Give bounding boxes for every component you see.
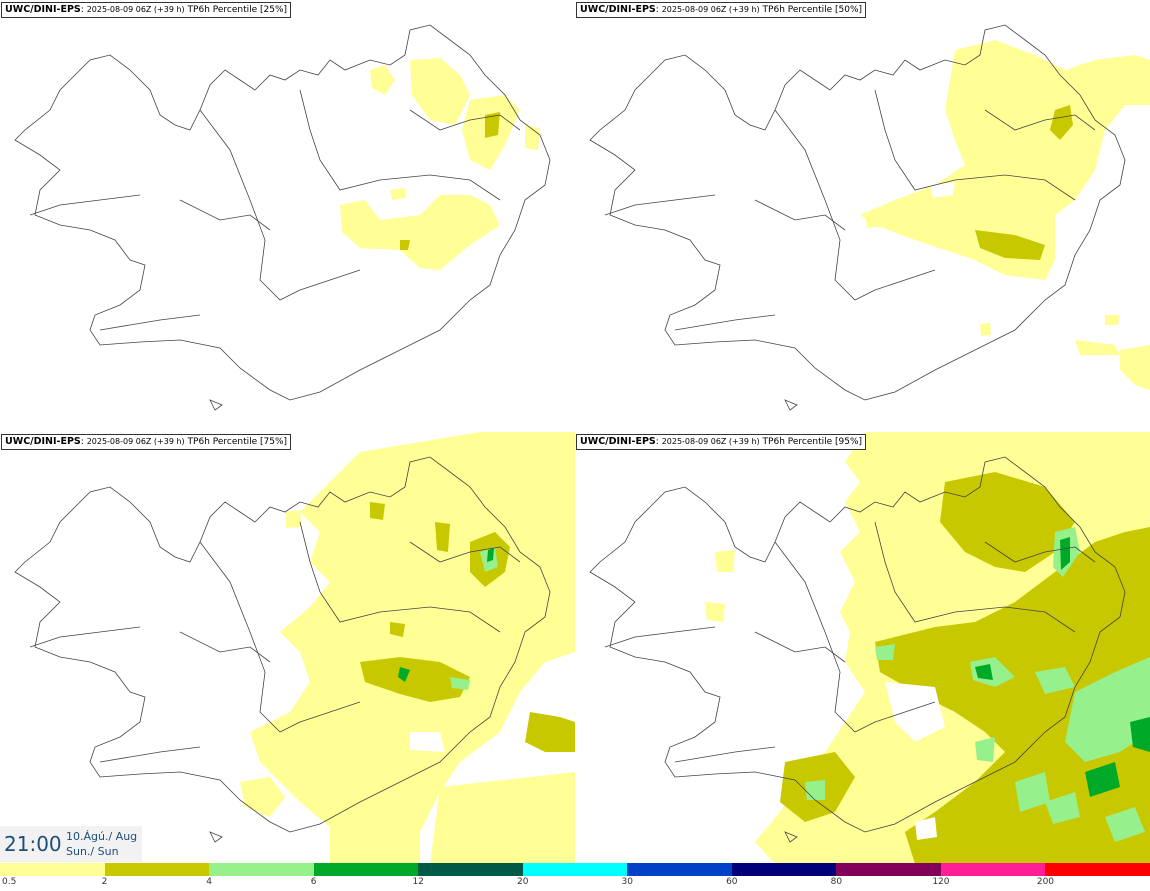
legend-tick: 30 <box>621 877 633 887</box>
legend-swatch <box>0 863 105 876</box>
run-time: 2025-08-09 06Z (+39 h) <box>86 437 185 446</box>
legend-tick: 0.5 <box>2 877 17 887</box>
model-name: UWC/DINI-EPS <box>5 436 81 447</box>
legend-tick: 2 <box>101 877 108 887</box>
legend-tick: 200 <box>1036 877 1055 887</box>
legend-swatch <box>209 863 314 876</box>
legend-swatch <box>104 863 210 876</box>
precip-map-p25 <box>14 24 551 411</box>
legend-tick: 4 <box>206 877 212 887</box>
map-panel-p95: UWC/DINI-EPS: 2025-08-09 06Z (+39 h) TP6… <box>575 432 1150 864</box>
run-time: 2025-08-09 06Z (+39 h) <box>86 5 185 14</box>
field-label: TP6h Percentile [75%] <box>187 437 288 447</box>
precip-map-p50 <box>589 24 1150 411</box>
field-label: TP6h Percentile [25%] <box>187 5 288 15</box>
map-panel-p50: UWC/DINI-EPS: 2025-08-09 06Z (+39 h) TP6… <box>575 0 1150 432</box>
precip-map-p95 <box>589 432 1150 864</box>
legend-swatch <box>313 863 419 876</box>
valid-date: 10.Ágú./ Aug <box>66 830 138 843</box>
run-time: 2025-08-09 06Z (+39 h) <box>661 5 760 14</box>
panel-title-p75: UWC/DINI-EPS: 2025-08-09 06Z (+39 h) TP6… <box>1 434 292 450</box>
map-panel-p25: UWC/DINI-EPS: 2025-08-09 06Z (+39 h) TP6… <box>0 0 575 432</box>
map-panel-p75: UWC/DINI-EPS: 2025-08-09 06Z (+39 h) TP6… <box>0 432 575 864</box>
panel-title-p95: UWC/DINI-EPS: 2025-08-09 06Z (+39 h) TP6… <box>576 434 867 450</box>
legend-swatch <box>1045 863 1150 876</box>
legend-tick: 120 <box>932 877 950 887</box>
field-label: TP6h Percentile [95%] <box>762 437 863 447</box>
legend-swatch <box>627 863 732 876</box>
model-name: UWC/DINI-EPS <box>580 436 656 447</box>
model-name: UWC/DINI-EPS <box>5 4 81 15</box>
run-time: 2025-08-09 06Z (+39 h) <box>661 437 760 446</box>
valid-time: 21:00 <box>4 832 62 856</box>
legend-tick: 12 <box>412 877 424 887</box>
color-legend-bar <box>0 863 1150 876</box>
valid-day: Sun./ Sun <box>66 845 119 858</box>
legend-swatch <box>418 863 523 876</box>
precip-map-p75 <box>14 432 575 864</box>
legend-swatch <box>836 863 941 876</box>
panel-title-p25: UWC/DINI-EPS: 2025-08-09 06Z (+39 h) TP6… <box>1 2 292 18</box>
legend-swatch <box>731 863 837 876</box>
valid-time-box: 21:00 10.Ágú./ Aug Sun./ Sun <box>0 826 142 862</box>
legend-tick: 60 <box>726 877 738 887</box>
legend-swatch <box>522 863 628 876</box>
panel-title-p50: UWC/DINI-EPS: 2025-08-09 06Z (+39 h) TP6… <box>576 2 867 18</box>
model-name: UWC/DINI-EPS <box>580 4 656 15</box>
legend-tick: 80 <box>830 877 843 887</box>
field-label: TP6h Percentile [50%] <box>762 5 863 15</box>
legend-tick: 20 <box>516 877 529 887</box>
legend-tick-labels: 0.5 2 4 6 12 20 30 60 80 120 200 <box>0 877 1150 891</box>
legend-tick: 6 <box>310 877 317 887</box>
legend-swatch <box>940 863 1046 876</box>
